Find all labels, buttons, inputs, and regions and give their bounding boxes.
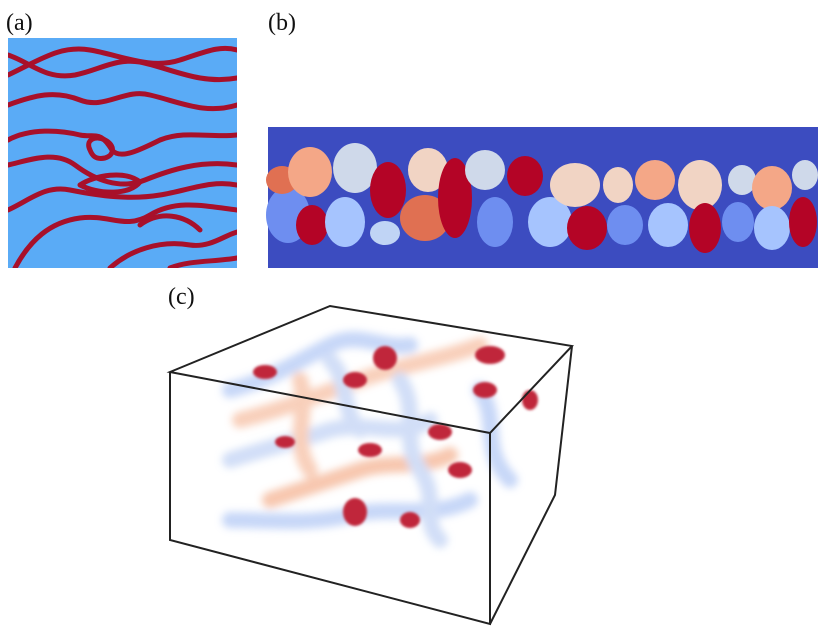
figure: (a) (b) (c) — [0, 0, 819, 628]
panel-a — [8, 38, 237, 268]
panel-label: (c) — [168, 284, 195, 310]
panel-label: (b) — [268, 10, 296, 36]
panel-b — [266, 127, 818, 268]
panel-label: (a) — [6, 10, 33, 36]
panel-c — [170, 306, 572, 624]
page: (a) (b) (c) — [0, 0, 819, 628]
